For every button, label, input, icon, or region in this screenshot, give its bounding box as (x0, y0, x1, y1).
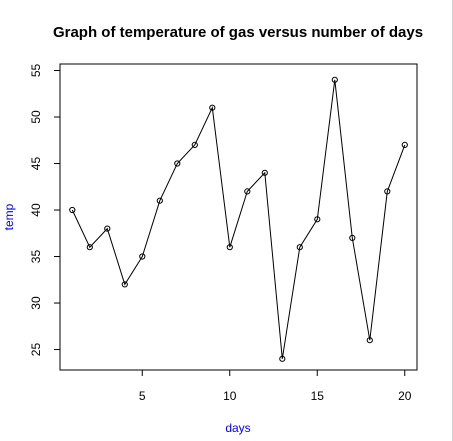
y-tick-label: 30 (29, 296, 43, 310)
data-point (156, 197, 163, 204)
data-point (279, 355, 286, 362)
x-axis: 5 10 15 20 (139, 369, 412, 403)
plot-frame (59, 63, 418, 371)
data-point (261, 169, 268, 176)
data-point (69, 206, 76, 214)
y-tick-label: 55 (29, 64, 43, 78)
y-tick-label: 35 (29, 250, 43, 264)
y-tick-label: 40 (29, 203, 43, 217)
data-point (86, 244, 93, 251)
x-axis-title: days (225, 421, 250, 435)
data-point (174, 160, 181, 167)
data-point (331, 76, 338, 83)
x-tick-label: 10 (223, 389, 237, 403)
data-point (244, 188, 251, 195)
y-axis-title: temp (2, 203, 16, 230)
x-tick-label: 15 (311, 389, 325, 403)
chart-title: Graph of temperature of gas versus numbe… (53, 24, 423, 41)
data-point (314, 216, 321, 223)
y-tick-label: 50 (29, 110, 43, 124)
data-points (69, 76, 408, 362)
data-point (296, 244, 303, 251)
data-point (226, 244, 233, 251)
data-point (349, 234, 356, 241)
y-axis: 25 30 35 40 45 50 55 (29, 64, 61, 357)
data-point (104, 225, 111, 232)
y-tick-label: 45 (29, 157, 43, 171)
data-point (366, 337, 373, 344)
data-point (384, 188, 391, 195)
series-line (71, 79, 406, 359)
data-point (191, 141, 198, 148)
y-tick-label: 25 (29, 343, 43, 357)
data-point (209, 104, 216, 111)
data-point (121, 281, 128, 288)
data-point (139, 253, 146, 260)
data-point (401, 141, 408, 148)
x-tick-label: 5 (139, 389, 146, 403)
x-tick-label: 20 (398, 389, 412, 403)
